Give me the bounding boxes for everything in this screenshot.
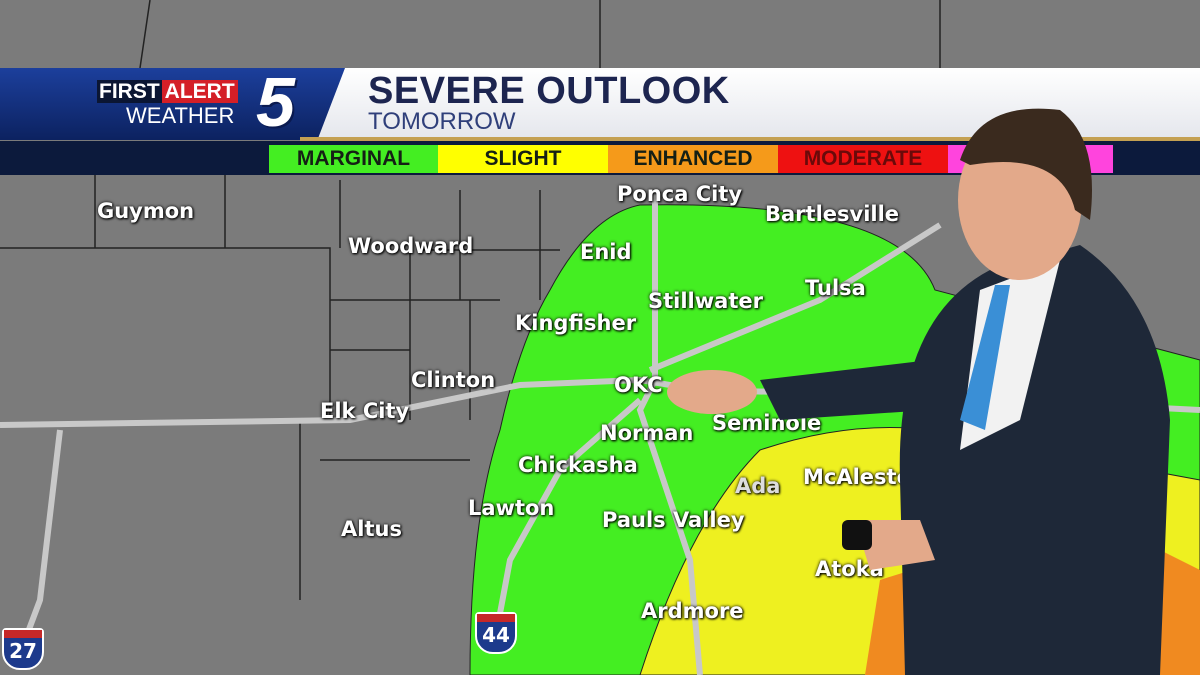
presenter-hand-clicker — [855, 520, 935, 570]
interstate-shield: 27 — [2, 628, 44, 670]
interstate-shield: 44 — [475, 612, 517, 654]
divider — [300, 137, 1200, 141]
presenter-hand — [667, 370, 757, 414]
city-label: Enid — [580, 240, 632, 264]
city-label: Woodward — [348, 234, 474, 258]
city-label: Ponca City — [617, 182, 743, 206]
highways — [0, 190, 1200, 675]
city-label: Tulsa — [805, 276, 866, 300]
logo-alert: ALERT — [161, 80, 238, 103]
city-label: Ada — [735, 474, 781, 498]
county-lines — [0, 0, 941, 600]
legend-enhanced: ENHANCED — [608, 145, 778, 173]
city-label: Kingfisher — [515, 311, 637, 335]
legend-marginal: MARGINAL — [269, 145, 438, 173]
page-subtitle: TOMORROW — [368, 108, 516, 135]
legend-moderate: MODERATE — [778, 145, 948, 173]
city-label: Altus — [341, 517, 402, 541]
city-label: Pauls Valley — [602, 508, 745, 532]
city-label: Clinton — [411, 368, 496, 392]
city-label: Bartlesville — [765, 202, 900, 226]
city-label: Guymon — [97, 199, 195, 223]
city-label: Lawton — [468, 496, 555, 520]
city-label: Stillwater — [648, 289, 763, 313]
logo-weather: WEATHER — [126, 103, 235, 128]
presenter-suit — [899, 245, 1170, 675]
clicker-remote — [842, 520, 872, 550]
first-alert-logo: FIRST ALERT — [97, 80, 238, 104]
city-label: Norman — [600, 421, 694, 445]
presenter-hair — [960, 108, 1092, 220]
city-label: Chickasha — [518, 453, 638, 477]
city-label: Elk City — [320, 399, 410, 423]
presenter-arm — [760, 360, 930, 420]
city-label: OKC — [614, 373, 663, 397]
logo-first: FIRST — [97, 80, 162, 103]
page-title: SEVERE OUTLOOK — [368, 70, 730, 112]
channel-5-logo: 5 — [256, 63, 295, 141]
presenter-tie — [960, 285, 1010, 430]
city-label: Ardmore — [641, 599, 744, 623]
legend-slight: SLIGHT — [438, 145, 608, 173]
